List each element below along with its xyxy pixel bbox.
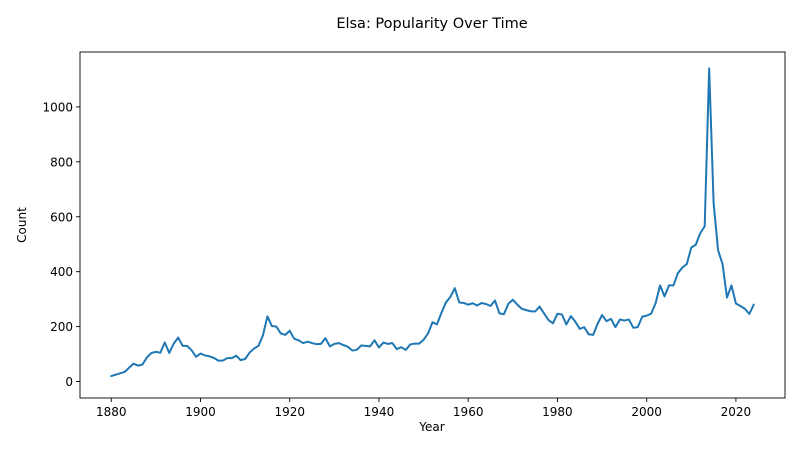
y-tick-label: 200	[50, 320, 73, 334]
x-tick-label: 1900	[185, 405, 216, 419]
y-tick-label: 400	[50, 265, 73, 279]
plot-frame	[79, 51, 786, 399]
x-tick-label: 1880	[96, 405, 127, 419]
x-tick-label: 1980	[542, 405, 573, 419]
y-axis-label: Count	[15, 207, 29, 243]
x-tick-label: 2000	[631, 405, 662, 419]
chart-title: Elsa: Popularity Over Time	[336, 16, 527, 32]
x-tick-label: 1940	[364, 405, 395, 419]
x-tick-label: 1920	[274, 405, 305, 419]
y-axis: 0 200 400 600 800 1000	[42, 100, 80, 389]
x-tick-label: 2020	[721, 405, 752, 419]
x-axis-label: Year	[418, 420, 444, 434]
y-tick-label: 600	[50, 210, 73, 224]
series-line	[110, 67, 755, 378]
y-tick-label: 1000	[42, 100, 73, 114]
y-tick-label: 0	[65, 375, 73, 389]
x-tick-label: 1960	[453, 405, 484, 419]
y-tick-label: 800	[50, 155, 73, 169]
x-axis: 1880 1900 1920 1940 1960 1980 2000 2020	[96, 398, 751, 419]
